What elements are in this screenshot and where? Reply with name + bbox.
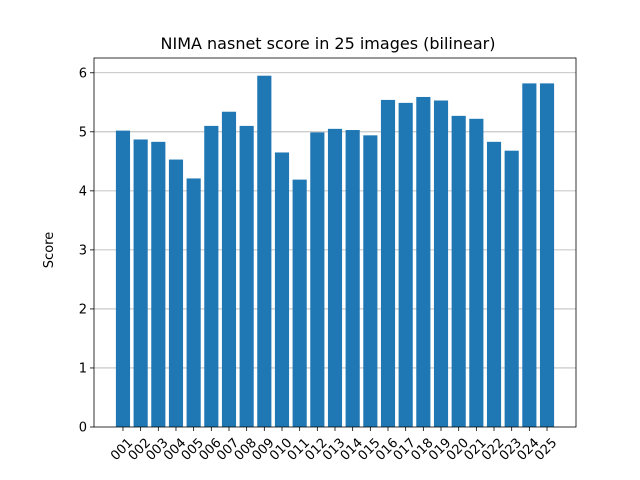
y-tick-label-2: 2 <box>79 302 87 317</box>
bar-014 <box>345 130 360 427</box>
bar-023 <box>504 150 519 427</box>
bar-007 <box>221 111 237 427</box>
bar-017 <box>398 102 413 428</box>
bar-016 <box>380 99 396 428</box>
y-tick-label-6: 6 <box>79 66 87 81</box>
bars <box>115 75 555 428</box>
bar-024 <box>522 83 537 427</box>
y-tick-label-0: 0 <box>79 421 87 436</box>
y-tick-label-4: 4 <box>79 184 87 199</box>
bar-001 <box>115 130 131 427</box>
bar-010 <box>274 152 290 428</box>
bar-004 <box>168 159 184 427</box>
bar-011 <box>292 179 307 427</box>
bar-021 <box>469 118 484 427</box>
bar-006 <box>204 125 219 428</box>
bar-025 <box>539 83 555 427</box>
chart-title: NIMA nasnet score in 25 images (bilinear… <box>161 34 496 53</box>
bar-009 <box>257 75 272 427</box>
y-tick-label-1: 1 <box>79 361 87 376</box>
bar-002 <box>133 139 148 427</box>
bar-015 <box>363 135 378 427</box>
y-tick-label-3: 3 <box>79 243 87 258</box>
bar-005 <box>186 178 201 427</box>
bar-003 <box>151 141 166 428</box>
bar-012 <box>310 132 325 428</box>
bar-019 <box>433 100 449 428</box>
x-tick-label-025: 025 <box>532 436 560 464</box>
y-axis-label: Score <box>42 232 57 268</box>
bar-020 <box>451 115 466 428</box>
bar-013 <box>327 128 343 427</box>
bar-022 <box>486 141 502 428</box>
bar-008 <box>239 125 254 428</box>
bar-018 <box>416 96 431 427</box>
y-tick-label-5: 5 <box>79 125 87 140</box>
